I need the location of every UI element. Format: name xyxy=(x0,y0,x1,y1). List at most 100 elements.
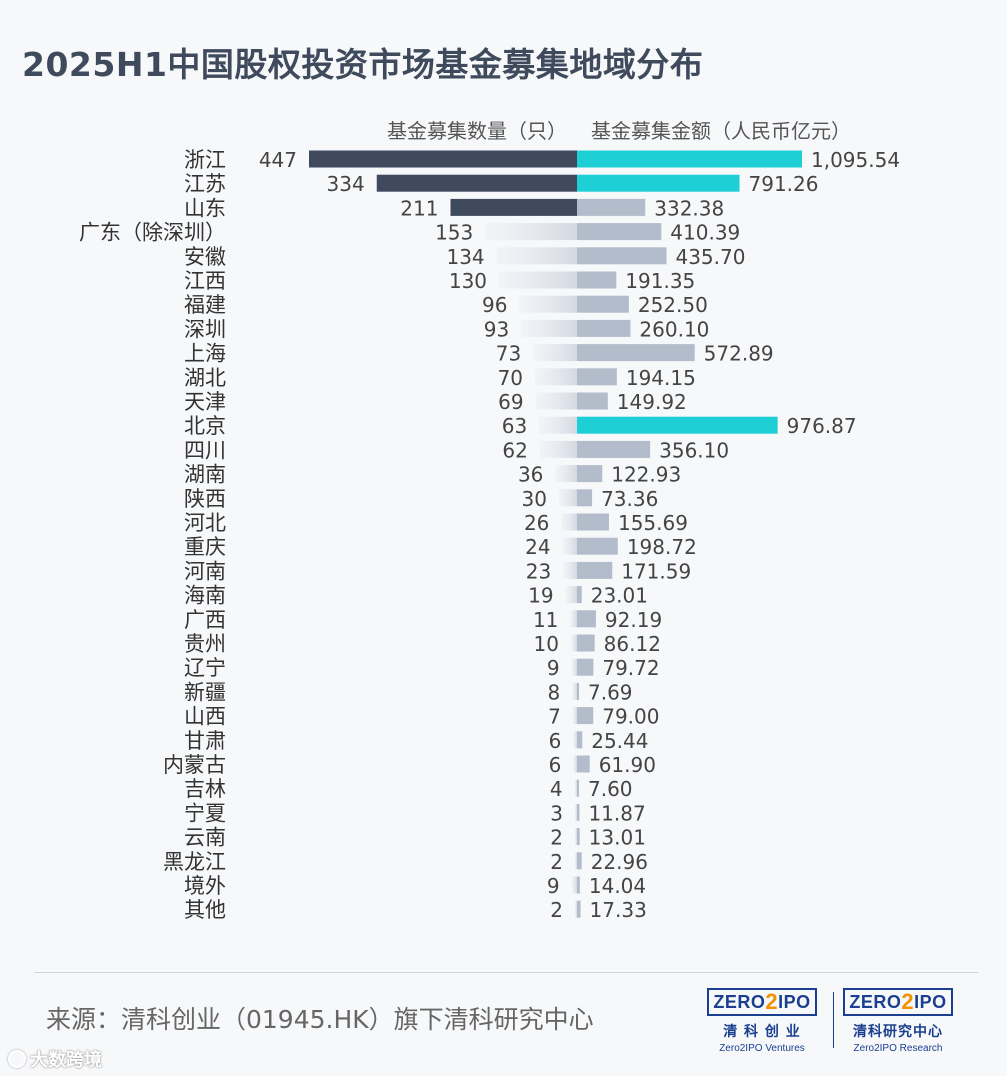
amount-bar xyxy=(577,682,579,700)
count-value-label: 26 xyxy=(524,511,549,535)
amount-value-label: 572.89 xyxy=(704,342,774,366)
amount-bar xyxy=(577,513,609,531)
footer-divider xyxy=(34,972,978,973)
logo-zero2ipo-research: ZERO 2 IPO 清科研究中心 Zero2IPO Research xyxy=(842,988,954,1054)
count-value-label: 2 xyxy=(550,826,563,850)
amount-bar xyxy=(577,344,695,362)
count-bar xyxy=(376,174,577,192)
count-bar xyxy=(496,247,577,265)
count-bar xyxy=(573,731,577,749)
category-label: 广东（除深圳） xyxy=(79,221,226,245)
category-label: 其他 xyxy=(184,898,226,922)
category-label: 天津 xyxy=(184,390,226,414)
amount-value-label: 198.72 xyxy=(627,535,697,559)
count-value-label: 30 xyxy=(522,487,547,511)
count-bar xyxy=(563,561,577,579)
count-value-label: 6 xyxy=(549,729,562,753)
count-bar xyxy=(485,223,577,241)
count-value-label: 10 xyxy=(534,632,559,656)
category-label: 湖北 xyxy=(184,366,226,390)
amount-bar xyxy=(577,586,582,604)
category-label: 内蒙古 xyxy=(163,753,226,777)
count-bar xyxy=(570,610,577,628)
category-label: 江西 xyxy=(184,269,226,293)
amount-bar xyxy=(577,852,582,870)
count-value-label: 96 xyxy=(482,293,507,317)
amount-value-label: 1,095.54 xyxy=(811,148,900,172)
count-bar xyxy=(575,900,577,918)
amount-bar xyxy=(577,707,594,725)
amount-bar xyxy=(577,634,595,652)
category-label: 浙江 xyxy=(184,148,226,172)
amount-value-label: 155.69 xyxy=(618,511,688,535)
amount-value-label: 11.87 xyxy=(588,801,645,825)
count-value-label: 70 xyxy=(498,366,523,390)
category-label: 深圳 xyxy=(184,317,226,341)
count-value-label: 2 xyxy=(550,850,563,874)
amount-value-label: 410.39 xyxy=(670,221,740,245)
amount-value-label: 73.36 xyxy=(601,487,658,511)
count-value-label: 8 xyxy=(547,680,560,704)
amount-bar xyxy=(577,319,631,337)
count-value-label: 3 xyxy=(550,801,563,825)
category-label: 安徽 xyxy=(184,245,226,269)
category-label: 境外 xyxy=(184,874,226,898)
count-value-label: 153 xyxy=(435,221,473,245)
count-value-label: 11 xyxy=(533,608,558,632)
count-value-label: 24 xyxy=(525,535,550,559)
amount-bar xyxy=(577,416,778,434)
amount-value-label: 79.00 xyxy=(602,705,659,729)
amount-value-label: 13.01 xyxy=(589,826,646,850)
amount-bar xyxy=(577,174,740,192)
amount-value-label: 25.44 xyxy=(591,729,648,753)
amount-value-label: 356.10 xyxy=(659,438,729,462)
amount-value-label: 194.15 xyxy=(626,366,696,390)
amount-value-label: 17.33 xyxy=(590,898,647,922)
category-label: 新疆 xyxy=(184,680,226,704)
amount-value-label: 191.35 xyxy=(625,269,695,293)
amount-bar xyxy=(577,247,667,265)
count-bar xyxy=(565,586,577,604)
category-label: 海南 xyxy=(184,584,226,608)
count-bar xyxy=(572,682,577,700)
amount-value-label: 332.38 xyxy=(654,196,724,220)
count-bar xyxy=(539,440,577,458)
category-label: 陕西 xyxy=(184,487,226,511)
amount-value-label: 976.87 xyxy=(787,414,857,438)
count-value-label: 19 xyxy=(528,584,553,608)
amount-bar xyxy=(577,271,617,289)
count-value-label: 62 xyxy=(502,438,527,462)
count-bar xyxy=(574,779,577,797)
count-bar xyxy=(571,658,577,676)
count-value-label: 9 xyxy=(547,656,560,680)
legend-count-label: 基金募集数量（只） xyxy=(387,119,567,143)
legend-amount-label: 基金募集金额（人民币亿元） xyxy=(591,119,851,143)
amount-bar xyxy=(577,489,593,507)
category-label: 广西 xyxy=(184,608,226,632)
amount-bar xyxy=(577,537,618,555)
count-value-label: 23 xyxy=(526,559,551,583)
butterfly-bar-chart: 基金募集数量（只） 基金募集金额（人民币亿元） 浙江 447 1,095.54 江苏 3… xyxy=(79,119,900,922)
amount-bar xyxy=(577,610,596,628)
amount-bar xyxy=(577,561,613,579)
count-value-label: 69 xyxy=(498,390,523,414)
count-bar xyxy=(539,416,577,434)
count-bar xyxy=(535,368,577,386)
category-label: 四川 xyxy=(184,438,226,462)
count-bar xyxy=(575,803,577,821)
count-bar xyxy=(575,828,577,846)
count-value-label: 93 xyxy=(484,317,509,341)
category-label: 吉林 xyxy=(184,777,226,801)
count-value-label: 7 xyxy=(548,705,561,729)
count-value-label: 211 xyxy=(400,196,438,220)
count-bar xyxy=(519,295,577,313)
amount-bar xyxy=(577,755,590,773)
count-value-label: 9 xyxy=(547,874,560,898)
category-label: 上海 xyxy=(184,342,226,366)
amount-value-label: 149.92 xyxy=(617,390,687,414)
count-bar xyxy=(571,634,577,652)
count-bar xyxy=(533,344,577,362)
count-value-label: 2 xyxy=(550,898,563,922)
amount-bar xyxy=(577,803,580,821)
amount-bar xyxy=(577,900,581,918)
